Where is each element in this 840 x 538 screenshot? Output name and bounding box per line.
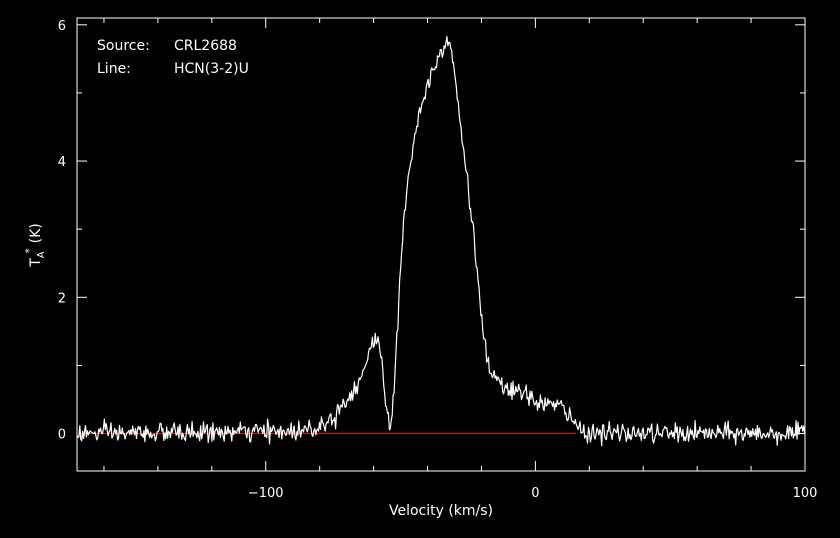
source-label: Source: xyxy=(97,38,150,54)
y-tick-label: 2 xyxy=(58,291,66,306)
svg-text:TA*(K): TA* (K) xyxy=(24,223,47,268)
y-tick-label: 6 xyxy=(58,19,66,34)
x-tick-label: 0 xyxy=(531,486,539,501)
y-axis-title: TA* (K) xyxy=(24,223,47,268)
y-tick-label: 0 xyxy=(58,428,66,443)
axis-ticks xyxy=(77,18,806,471)
y-axis-title-unit: (K) xyxy=(28,223,44,243)
line-label: Line: xyxy=(97,61,131,77)
plot-frame xyxy=(76,17,806,472)
x-tick-label: 100 xyxy=(793,486,818,501)
x-axis-title: Velocity (km/s) xyxy=(389,503,493,519)
y-axis-title-symbol: T xyxy=(28,258,44,268)
axis-tick-labels: −100 0 100 0 2 4 6 xyxy=(58,19,818,501)
y-axis-title-subscript: A xyxy=(36,251,47,258)
source-value: CRL2688 xyxy=(174,38,237,54)
line-value: HCN(3-2)U xyxy=(174,61,249,77)
y-tick-label: 4 xyxy=(58,155,66,170)
y-axis-title-superscript: * xyxy=(24,248,35,253)
spectrum-line xyxy=(76,36,806,447)
x-tick-label: −100 xyxy=(248,486,284,501)
